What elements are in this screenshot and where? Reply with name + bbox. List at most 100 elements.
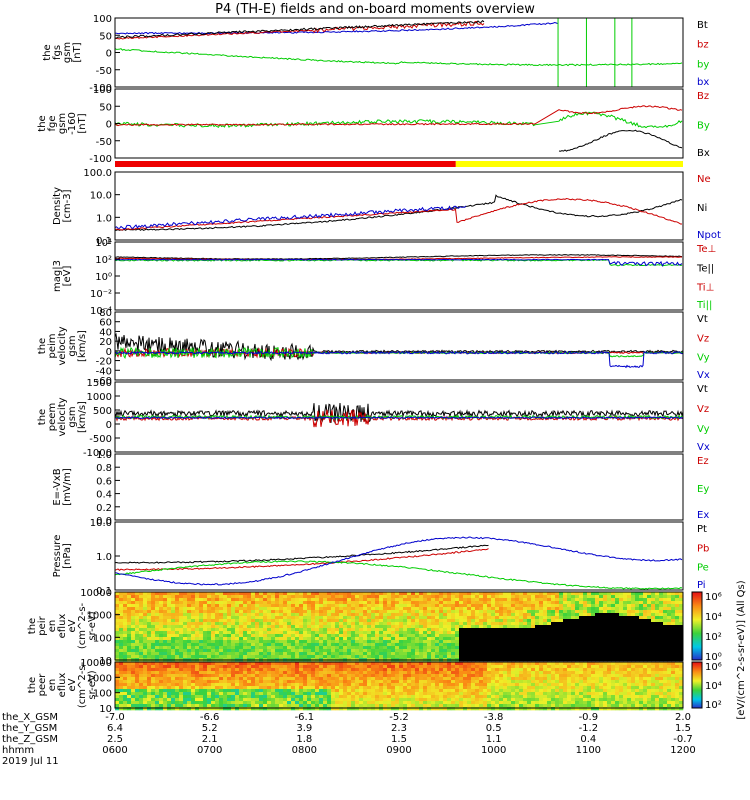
heat-cell xyxy=(655,619,660,623)
heat-cell xyxy=(535,701,540,705)
heat-cell xyxy=(119,595,124,599)
heat-cell xyxy=(447,607,452,611)
heat-cell xyxy=(147,637,152,641)
heat-cell xyxy=(183,652,188,656)
heat-cell xyxy=(535,631,540,635)
heat-cell xyxy=(123,595,128,599)
heat-cell xyxy=(495,631,500,635)
heat-cell xyxy=(391,604,396,608)
heat-cell xyxy=(119,601,124,605)
heat-cell xyxy=(343,592,348,596)
heat-cell xyxy=(631,628,636,632)
heat-cell xyxy=(323,686,328,690)
heat-cell xyxy=(199,601,204,605)
heat-cell xyxy=(435,683,440,687)
heat-cell xyxy=(675,604,680,608)
heat-cell xyxy=(143,695,148,699)
heat-cell xyxy=(423,683,428,687)
heat-cell xyxy=(555,601,560,605)
heat-cell xyxy=(335,628,340,632)
heat-cell xyxy=(339,592,344,596)
heat-cell xyxy=(215,655,220,659)
heat-cell xyxy=(403,674,408,678)
heat-cell xyxy=(491,683,496,687)
heat-cell xyxy=(299,668,304,672)
heat-cell xyxy=(255,601,260,605)
heat-cell xyxy=(247,707,252,711)
heat-cell xyxy=(303,619,308,623)
heat-cell xyxy=(283,634,288,638)
heat-cell xyxy=(239,604,244,608)
heat-cell xyxy=(227,598,232,602)
heat-cell xyxy=(463,634,468,638)
heat-cell xyxy=(347,631,352,635)
heat-cell xyxy=(515,680,520,684)
heat-cell xyxy=(491,646,496,650)
heat-cell xyxy=(315,686,320,690)
heat-cell xyxy=(223,692,228,696)
heat-cell xyxy=(143,604,148,608)
heat-cell xyxy=(211,619,216,623)
heat-cell xyxy=(475,683,480,687)
heat-cell xyxy=(375,655,380,659)
heat-cell xyxy=(127,613,132,617)
heat-cell xyxy=(675,607,680,611)
heat-cell xyxy=(359,668,364,672)
heat-cell xyxy=(207,652,212,656)
heat-cell xyxy=(283,610,288,614)
heat-cell xyxy=(643,625,648,629)
heat-cell xyxy=(179,686,184,690)
heat-cell xyxy=(119,637,124,641)
heat-cell xyxy=(451,643,456,647)
heat-cell xyxy=(163,610,168,614)
heat-cell xyxy=(535,613,540,617)
heat-cell xyxy=(679,652,684,656)
heat-cell xyxy=(211,598,216,602)
heat-cell xyxy=(463,595,468,599)
heat-cell xyxy=(143,668,148,672)
heat-cell xyxy=(415,601,420,605)
heat-cell xyxy=(531,592,536,596)
heat-cell xyxy=(595,631,600,635)
heat-cell xyxy=(655,634,660,638)
heat-cell xyxy=(199,692,204,696)
heat-cell xyxy=(567,604,572,608)
heat-cell xyxy=(135,704,140,708)
heat-cell xyxy=(447,628,452,632)
heat-cell xyxy=(135,634,140,638)
heat-cell xyxy=(547,613,552,617)
heat-cell xyxy=(519,592,524,596)
heat-cell xyxy=(239,707,244,711)
heat-cell xyxy=(263,674,268,678)
heat-cell xyxy=(335,649,340,653)
heat-cell xyxy=(679,598,684,602)
heat-cell xyxy=(535,646,540,650)
heat-cell xyxy=(339,595,344,599)
heat-cell xyxy=(115,625,120,629)
heat-cell xyxy=(367,643,372,647)
heat-cell xyxy=(619,610,624,614)
heat-cell xyxy=(195,655,200,659)
heat-cell xyxy=(171,649,176,653)
heat-cell xyxy=(307,595,312,599)
heat-cell xyxy=(415,698,420,702)
heat-cell xyxy=(167,616,172,620)
heat-cell xyxy=(175,698,180,702)
heat-cell xyxy=(123,637,128,641)
heat-cell xyxy=(279,689,284,693)
heat-cell xyxy=(503,686,508,690)
heat-cell xyxy=(347,646,352,650)
heat-cell xyxy=(483,707,488,711)
heat-cell xyxy=(403,601,408,605)
heat-cell xyxy=(427,616,432,620)
heat-cell xyxy=(471,698,476,702)
heat-cell xyxy=(443,662,448,666)
heat-cell xyxy=(407,671,412,675)
heat-cell xyxy=(423,622,428,626)
heat-cell xyxy=(635,640,640,644)
heat-cell xyxy=(195,695,200,699)
heat-cell xyxy=(355,622,360,626)
heat-cell xyxy=(539,683,544,687)
heat-cell xyxy=(515,677,520,681)
heat-cell xyxy=(147,625,152,629)
